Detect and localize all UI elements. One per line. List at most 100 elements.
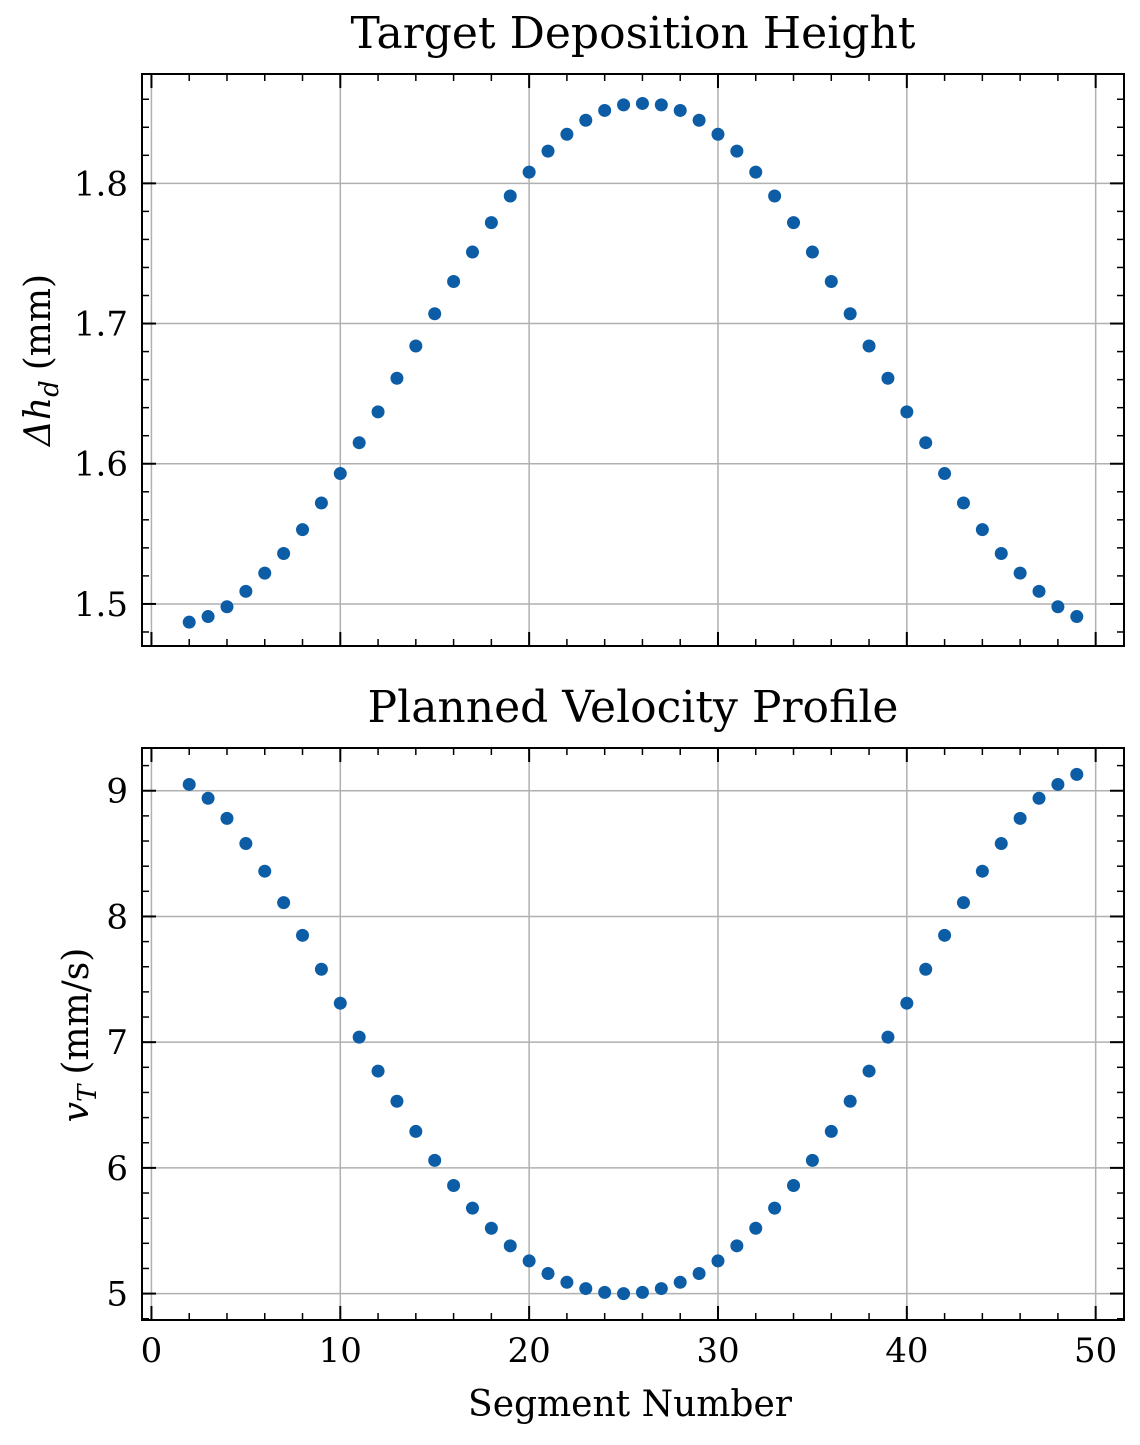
data-point xyxy=(881,371,895,385)
data-point xyxy=(239,837,253,851)
data-point xyxy=(258,566,272,580)
data-point xyxy=(843,307,857,321)
data-point xyxy=(900,996,914,1010)
x-axis-label: Segment Number xyxy=(468,1384,793,1425)
data-point xyxy=(220,811,234,825)
x-tick-label: 50 xyxy=(1074,1331,1117,1371)
data-point xyxy=(635,96,649,110)
plot-frame xyxy=(141,73,1125,647)
data-point xyxy=(956,896,970,910)
y-tick-label: 1.6 xyxy=(74,445,128,485)
data-point xyxy=(956,496,970,510)
data-point xyxy=(1070,610,1084,624)
data-point xyxy=(296,928,310,942)
y-tick-label: 1.8 xyxy=(74,164,128,204)
data-point xyxy=(994,837,1008,851)
data-point xyxy=(277,546,291,560)
data-point xyxy=(447,274,461,288)
x-tick-label: 0 xyxy=(141,1331,163,1371)
x-tick-label: 40 xyxy=(885,1331,928,1371)
tick-labels: 0 10 20 30 40 50 5 6 7 8 9 xyxy=(106,772,1117,1371)
plot-frame xyxy=(141,747,1125,1321)
data-point xyxy=(352,436,366,450)
data-point xyxy=(598,103,612,117)
data-point xyxy=(371,405,385,419)
data-point xyxy=(390,1094,404,1108)
data-point xyxy=(598,1285,612,1299)
chart-velocity-profile: Planned Velocity Profile 0 10 20 30 40 50 5 6 7 8… xyxy=(56,682,1125,1425)
chart-title: Planned Velocity Profile xyxy=(368,682,899,733)
axis-ticks xyxy=(142,74,1124,646)
data-point xyxy=(258,864,272,878)
data-point xyxy=(787,216,801,230)
data-point xyxy=(371,1064,385,1078)
data-point xyxy=(654,98,668,112)
data-point xyxy=(465,245,479,259)
data-point xyxy=(843,1094,857,1108)
y-axis-label: Δhd (mm) xyxy=(18,274,65,448)
data-point xyxy=(522,165,536,179)
data-point xyxy=(447,1178,461,1192)
data-point xyxy=(428,1153,442,1167)
y-tick-label: 1.7 xyxy=(74,305,128,345)
data-point xyxy=(768,1201,782,1215)
data-point xyxy=(333,996,347,1010)
data-point xyxy=(484,216,498,230)
data-point xyxy=(484,1221,498,1235)
data-point xyxy=(1051,600,1065,614)
data-point xyxy=(1013,566,1027,580)
data-point xyxy=(296,523,310,537)
data-point xyxy=(805,245,819,259)
data-point xyxy=(1013,811,1027,825)
data-point xyxy=(673,1275,687,1289)
data-point xyxy=(428,307,442,321)
data-point xyxy=(579,113,593,127)
data-point xyxy=(182,615,196,629)
data-point xyxy=(881,1030,895,1044)
y-axis-unit: (mm/s) xyxy=(56,948,97,1075)
data-point xyxy=(711,127,725,141)
data-points xyxy=(182,96,1084,629)
data-point xyxy=(579,1282,593,1296)
data-point xyxy=(503,1239,517,1253)
data-point xyxy=(314,962,328,976)
data-point xyxy=(654,1282,668,1296)
y-tick-label: 6 xyxy=(106,1149,128,1189)
data-point xyxy=(1051,777,1065,791)
data-points xyxy=(182,767,1084,1301)
data-point xyxy=(711,1254,725,1268)
data-point xyxy=(749,165,763,179)
data-point xyxy=(390,371,404,385)
data-point xyxy=(900,405,914,419)
data-point xyxy=(617,98,631,112)
data-point xyxy=(201,610,215,624)
data-point xyxy=(730,1239,744,1253)
y-axis-subscript: T xyxy=(73,1083,103,1102)
data-point xyxy=(975,864,989,878)
y-tick-label: 9 xyxy=(106,772,128,812)
data-point xyxy=(994,546,1008,560)
data-point xyxy=(617,1287,631,1301)
data-point xyxy=(201,791,215,805)
chart-deposition-height: Target Deposition Height 1.5 1.6 1.7 1.8 Δh… xyxy=(18,8,1125,647)
data-point xyxy=(220,600,234,614)
data-point xyxy=(692,1266,706,1280)
data-point xyxy=(182,777,196,791)
data-point xyxy=(919,436,933,450)
data-point xyxy=(522,1254,536,1268)
data-point xyxy=(503,189,517,203)
data-point xyxy=(277,896,291,910)
y-tick-label: 8 xyxy=(106,897,128,937)
y-tick-label: 1.5 xyxy=(74,585,128,625)
data-point xyxy=(541,144,555,158)
y-axis-unit: (mm) xyxy=(18,274,59,370)
data-point xyxy=(635,1285,649,1299)
data-point xyxy=(975,523,989,537)
x-tick-label: 10 xyxy=(319,1331,362,1371)
tick-labels: 1.5 1.6 1.7 1.8 xyxy=(74,164,128,625)
data-point xyxy=(730,144,744,158)
data-point xyxy=(787,1178,801,1192)
data-point xyxy=(862,339,876,353)
